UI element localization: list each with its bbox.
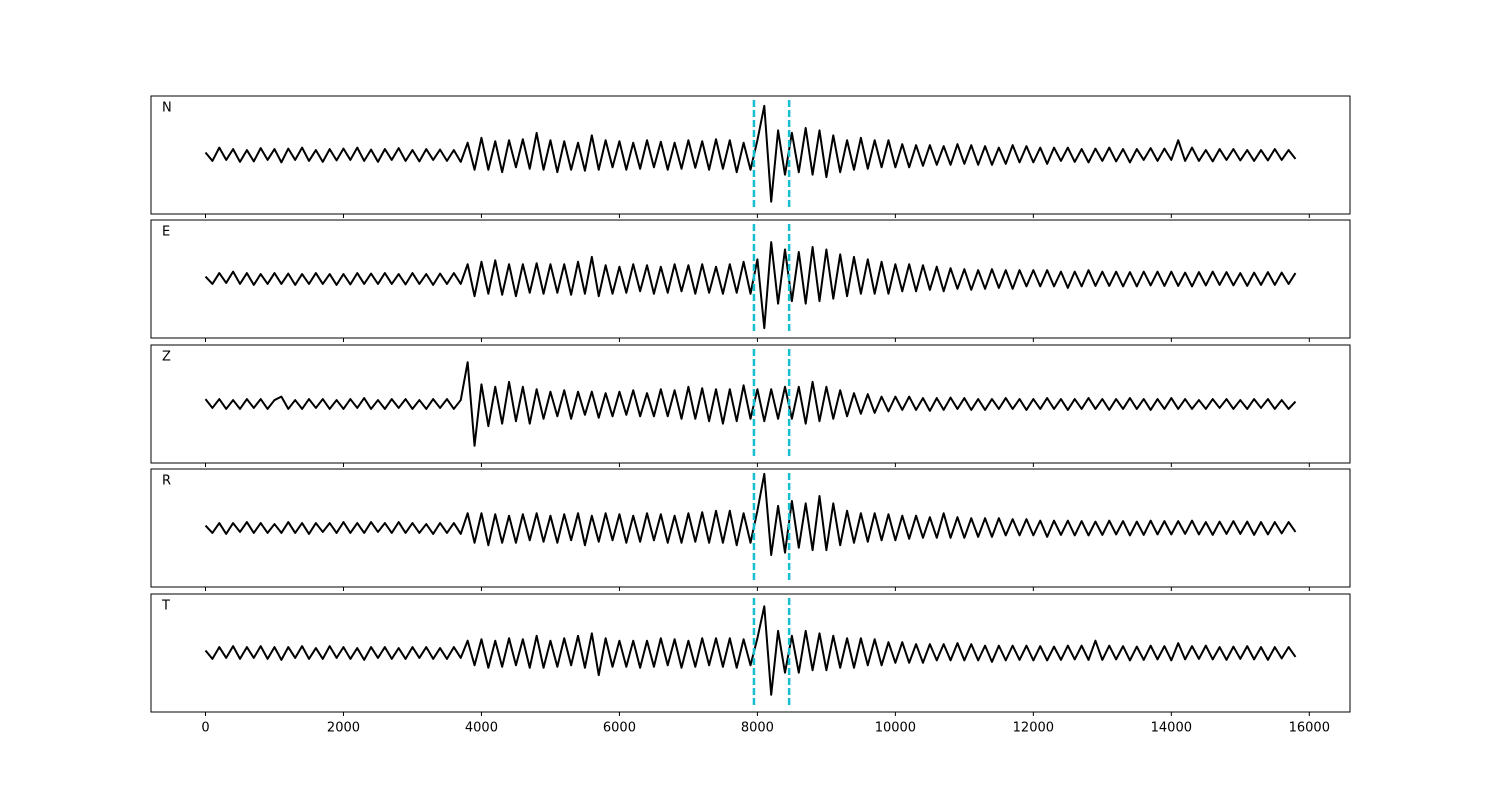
panel-label: Z	[162, 350, 171, 365]
x-tick-label: 6000	[603, 721, 636, 736]
trace	[204, 104, 1297, 203]
panel-frame	[150, 95, 1351, 215]
x-tick-label: 8000	[741, 721, 774, 736]
trace	[204, 605, 1297, 696]
trace	[204, 472, 1297, 557]
panel-label: R	[162, 474, 171, 489]
x-tick-label: 16000	[1289, 721, 1330, 736]
panel-frame	[150, 344, 1351, 464]
panel-label: E	[162, 225, 170, 240]
x-tick-label: 14000	[1151, 721, 1192, 736]
trace	[204, 361, 1297, 447]
panel-frame	[150, 219, 1351, 339]
panel-label: N	[162, 101, 172, 116]
x-tick-label: 12000	[1013, 721, 1054, 736]
x-tick-label: 2000	[327, 721, 360, 736]
x-tick-label: 10000	[875, 721, 916, 736]
x-tick-label: 0	[201, 721, 209, 736]
panel-frame	[150, 593, 1351, 713]
x-tick-label: 4000	[465, 721, 498, 736]
panel-label: T	[161, 599, 170, 614]
panel-frame	[150, 468, 1351, 588]
trace	[204, 241, 1297, 330]
